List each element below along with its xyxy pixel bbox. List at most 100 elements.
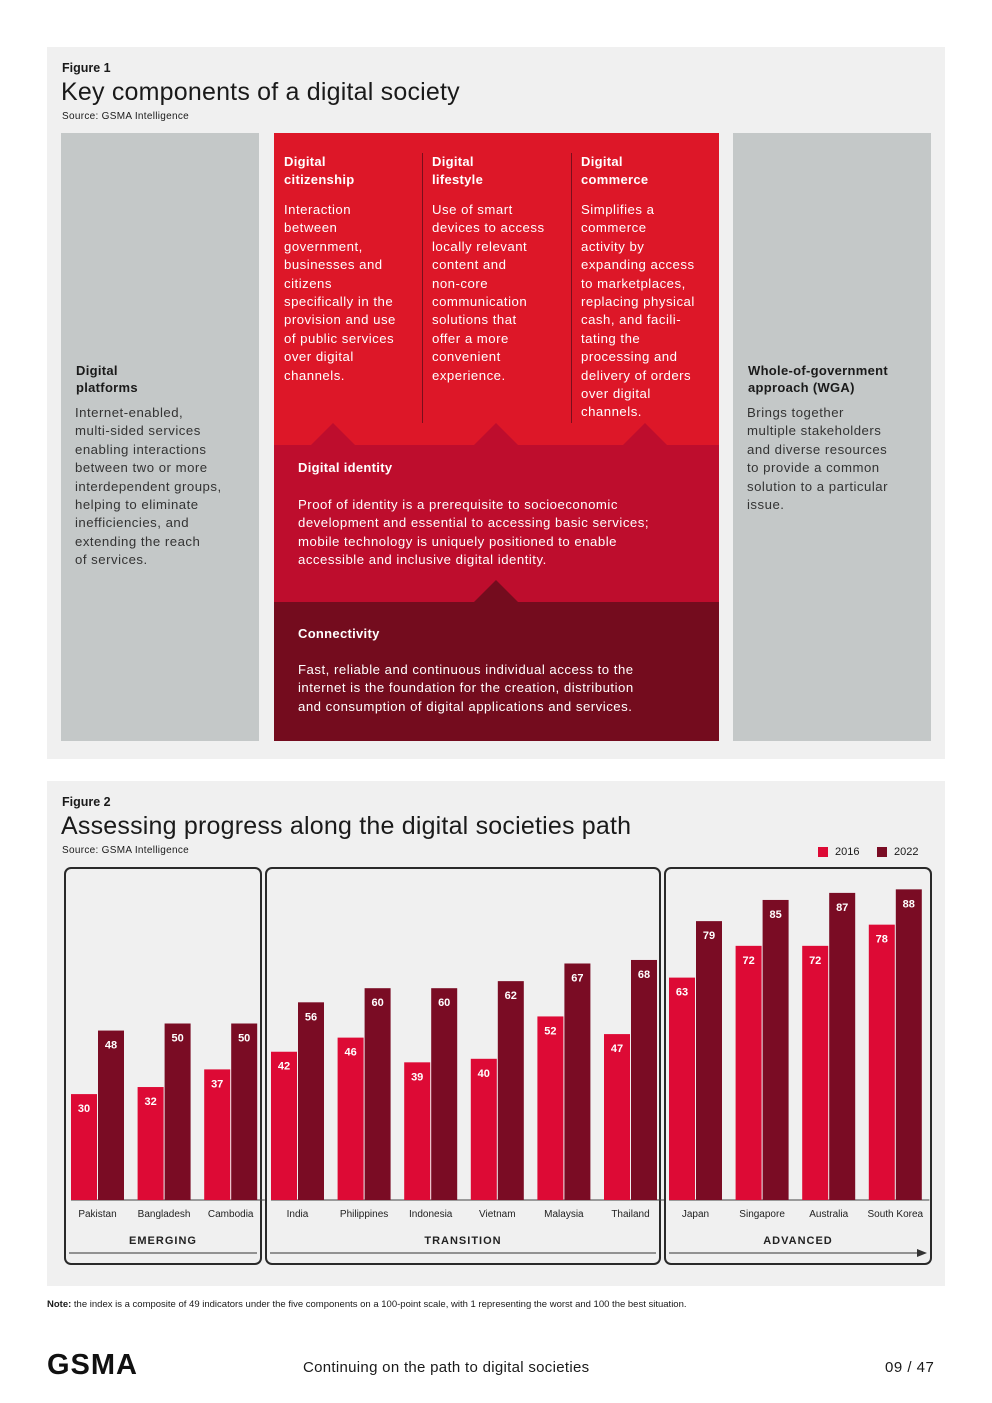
legend-label-2022: 2022 <box>894 846 919 858</box>
data-label-2016: 72 <box>742 955 754 967</box>
text-line: Brings together <box>747 405 844 420</box>
data-label-2016: 52 <box>544 1025 556 1037</box>
bar-2016-cambodia <box>204 1069 231 1200</box>
bar-2016-malaysia <box>537 1016 564 1200</box>
bar-2022-india <box>298 1002 324 1200</box>
bar-2022-australia <box>829 892 856 1200</box>
text-line: experience. <box>432 367 506 383</box>
digital-platforms-box: Digital platforms Internet-enabled, multi… <box>61 133 259 741</box>
bar-2022-singapore <box>762 899 789 1200</box>
figure-2-source: Source: GSMA Intelligence <box>62 845 190 856</box>
wga-text: Brings together multiple stakeholders and … <box>747 404 888 514</box>
group-label: TRANSITION <box>424 1235 501 1247</box>
legend-swatch-2022 <box>877 847 887 857</box>
category-label: South Korea <box>867 1209 923 1220</box>
bar-2022-malaysia <box>564 963 591 1200</box>
digital-services-block: Digital citizenship Interaction between go… <box>274 133 719 445</box>
text-line: convenient <box>432 349 501 365</box>
bar-2016-pakistan <box>71 1094 97 1200</box>
digital-commerce-title: Digital commerce <box>581 154 649 187</box>
data-label-2022: 79 <box>703 930 715 942</box>
bar-2022-bangladesh <box>164 1023 191 1200</box>
group-label: ADVANCED <box>763 1235 833 1247</box>
text-line: provision and use <box>284 312 396 328</box>
category-label: Indonesia <box>409 1209 453 1220</box>
text-line: between <box>284 220 338 236</box>
text-line: Simplifies a <box>581 202 655 217</box>
figure-2-panel: Figure 2 Assessing progress along the di… <box>47 781 945 1286</box>
text-line: channels. <box>581 404 642 420</box>
category-label: Thailand <box>611 1209 649 1220</box>
data-label-2016: 40 <box>478 1068 490 1080</box>
data-label-2016: 42 <box>278 1061 290 1073</box>
group-label: EMERGING <box>129 1235 197 1247</box>
text-line: and consumption of digital applications … <box>298 698 633 714</box>
text-line: issue. <box>747 497 785 513</box>
legend-swatch-2016 <box>818 847 828 857</box>
digital-commerce-column: Digital commerce Simplifies a commerce act… <box>581 153 716 422</box>
category-label: Cambodia <box>208 1209 254 1220</box>
up-arrow-icon <box>311 423 355 445</box>
bar-2022-indonesia <box>431 988 458 1200</box>
legend-item-2022: 2022 <box>877 846 918 858</box>
text-line: offer a more <box>432 330 509 346</box>
data-label-2022: 88 <box>903 898 915 910</box>
digital-platforms-title: Digital platforms <box>76 363 138 395</box>
text-line: multiple stakeholders <box>747 423 882 439</box>
data-label-2016: 30 <box>78 1103 90 1115</box>
digital-identity-text: Proof of identity is a prerequisite to s… <box>298 496 708 570</box>
data-label-2016: 39 <box>411 1071 423 1083</box>
bar-2016-bangladesh <box>137 1087 164 1200</box>
legend-label-2016: 2016 <box>835 846 860 858</box>
data-label-2022: 68 <box>638 969 650 981</box>
text-line: locally relevant <box>432 238 528 254</box>
up-arrow-icon <box>474 580 518 602</box>
digital-lifestyle-text: Use of smart devices to access locally rel… <box>432 201 567 385</box>
text-line: Internet-enabled, <box>75 405 184 420</box>
bar-2022-philippines <box>364 988 391 1200</box>
category-label: Philippines <box>340 1209 388 1220</box>
data-label-2016: 37 <box>211 1078 223 1090</box>
text-line: non-core <box>432 275 489 291</box>
data-label-2022: 50 <box>171 1033 183 1045</box>
text-line: to provide a common <box>747 460 880 476</box>
text-line: mobile technology is uniquely positioned… <box>298 533 617 549</box>
category-label: Australia <box>809 1209 848 1220</box>
up-arrow-icon <box>474 423 518 445</box>
bar-2022-thailand <box>631 959 657 1200</box>
bar-2016-japan <box>669 977 695 1200</box>
figure-1-source: Source: GSMA Intelligence <box>62 111 190 122</box>
text-line: cash, and facili- <box>581 312 682 328</box>
text-line: devices to access <box>432 220 545 236</box>
text-line: accessible and inclusive digital identit… <box>298 552 547 568</box>
text-line: processing and <box>581 349 678 365</box>
text-line: interdependent groups, <box>75 478 222 494</box>
text-line: delivery of orders <box>581 367 692 383</box>
group-frame-transition <box>265 867 661 1265</box>
text-line: of services. <box>75 552 148 568</box>
digital-citizenship-text: Interaction between government, businesses … <box>284 201 419 385</box>
data-label-2022: 60 <box>371 997 383 1009</box>
text-line: communication <box>432 294 528 310</box>
text-line: content and <box>432 257 507 273</box>
figure-note: Note: the index is a composite of 49 ind… <box>47 1299 687 1310</box>
gsma-logo: GSMA <box>47 1349 138 1381</box>
category-label: Singapore <box>739 1209 785 1220</box>
connectivity-text: Fast, reliable and continuous individual… <box>298 661 708 716</box>
text-line: and diverse resources <box>747 441 888 457</box>
wga-title: Whole-of-government approach (WGA) <box>748 363 889 395</box>
bar-2016-thailand <box>604 1034 630 1200</box>
text-line: inefficiencies, and <box>75 515 190 531</box>
category-label: Malaysia <box>544 1209 584 1220</box>
text-line: multi-sided services <box>75 423 201 439</box>
data-label-2016: 47 <box>611 1043 623 1055</box>
bar-2016-india <box>271 1051 297 1200</box>
data-label-2022: 85 <box>769 909 781 921</box>
column-divider <box>422 153 423 423</box>
bar-2022-cambodia <box>231 1023 258 1200</box>
category-label: Bangladesh <box>138 1209 191 1220</box>
data-label-2016: 72 <box>809 955 821 967</box>
text-line: citizens <box>284 275 332 291</box>
data-label-2016: 78 <box>876 934 888 946</box>
text-line: extending the reach <box>75 533 201 549</box>
